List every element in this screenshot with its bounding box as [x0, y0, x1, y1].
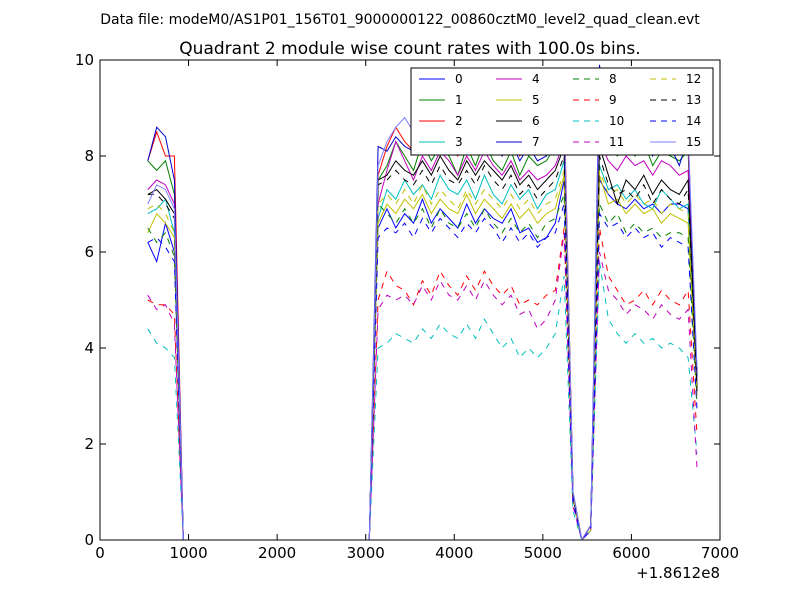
y-tick-label: 8: [84, 147, 94, 165]
legend-label-15: 15: [686, 135, 701, 149]
legend-label-2: 2: [455, 114, 463, 128]
x-axis: 0 1000 2000 3000 4000 5000 6000 7000: [95, 60, 739, 562]
legend-label-8: 8: [609, 72, 617, 86]
series-line-14: [147, 203, 698, 540]
series-line-10: [147, 261, 698, 540]
legend-label-11: 11: [609, 135, 624, 149]
x-tick-label: 6000: [612, 544, 650, 562]
legend-box: [410, 67, 714, 156]
legend-label-12: 12: [686, 72, 701, 86]
y-tick-label: 4: [84, 339, 94, 357]
legend-label-4: 4: [532, 72, 540, 86]
legend-label-0: 0: [455, 72, 463, 86]
chart-suptitle: Data file: modeM0/AS1P01_156T01_90000001…: [100, 12, 700, 28]
series-line-6: [147, 146, 698, 540]
legend-label-13: 13: [686, 93, 701, 107]
legend-label-3: 3: [455, 135, 463, 149]
legend-label-6: 6: [532, 114, 540, 128]
series-line-0: [147, 178, 698, 540]
legend-label-10: 10: [609, 114, 624, 128]
x-tick-label: 1000: [169, 544, 207, 562]
series-line-13: [147, 155, 698, 540]
series-line-8: [147, 194, 698, 540]
x-tick-label: 3000: [347, 544, 385, 562]
x-tick-label: 4000: [435, 544, 473, 562]
x-tick-label: 7000: [701, 544, 739, 562]
legend-label-1: 1: [455, 93, 463, 107]
series-line-3: [147, 160, 698, 540]
legend-label-9: 9: [609, 93, 617, 107]
x-tick-label: 0: [95, 544, 105, 562]
x-offset-label: +1.8612e8: [636, 564, 720, 582]
legend-label-5: 5: [532, 93, 540, 107]
x-tick-label: 5000: [524, 544, 562, 562]
series-line-9: [147, 227, 698, 540]
series-line-11: [147, 232, 698, 540]
plot-frame: [99, 59, 721, 541]
y-tick-label: 0: [84, 531, 94, 549]
x-tick-label: 2000: [258, 544, 296, 562]
legend-label-7: 7: [532, 135, 540, 149]
chart-title: Quadrant 2 module wise count rates with …: [179, 39, 640, 59]
y-tick-label: 10: [75, 51, 94, 69]
legend-label-14: 14: [686, 114, 701, 128]
y-tick-label: 2: [84, 435, 94, 453]
series-line-5: [147, 175, 698, 540]
y-tick-label: 6: [84, 243, 94, 261]
